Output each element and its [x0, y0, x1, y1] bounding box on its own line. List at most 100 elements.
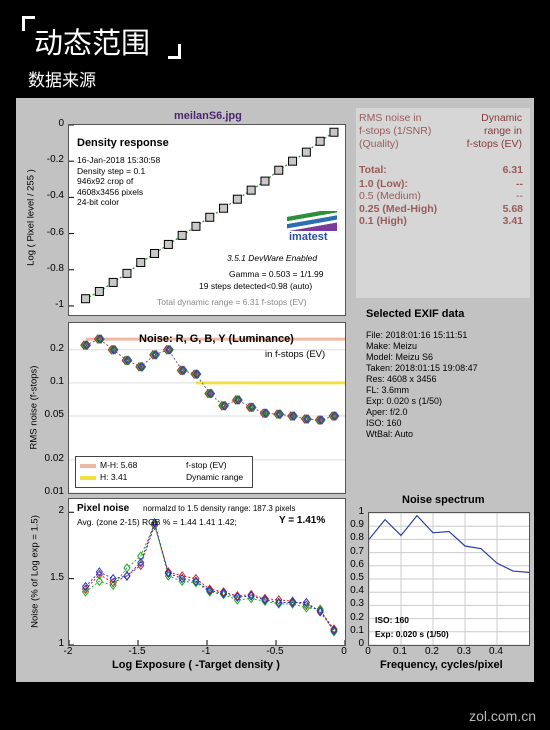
noise-point: [177, 365, 186, 376]
density-ytick-label: 0: [58, 118, 64, 129]
noise-point: [108, 344, 117, 355]
noise-point: [317, 415, 325, 425]
noise-point: [288, 411, 296, 421]
noise-point: [138, 361, 147, 372]
noise-point: [136, 361, 144, 372]
density-point: [274, 165, 284, 175]
spectrum-plot: ISO: 160 Exp: 0.020 s (1/50): [368, 512, 530, 646]
density-point: [163, 239, 173, 249]
noise-point: [260, 408, 268, 419]
noise-point: [246, 402, 255, 413]
pixel-point: [81, 587, 90, 597]
pixel-point: [109, 580, 117, 591]
pixel-point: [81, 581, 90, 592]
density-point: [301, 147, 311, 157]
rms-row-value: --: [516, 190, 523, 202]
noise-point: [221, 400, 229, 411]
noise-point: [83, 340, 91, 351]
density-ylabel: Log ( Pixel level / 255 ): [25, 169, 37, 266]
pixel-point: [261, 593, 269, 604]
density-point: [232, 194, 242, 204]
exif-row: WtBal: Auto: [366, 429, 414, 439]
pixel-point: [95, 567, 103, 577]
density-point: [108, 277, 118, 287]
rms-head-right-line: f-stops (EV): [466, 138, 522, 150]
noise-point: [220, 400, 228, 411]
noise-point: [206, 388, 214, 399]
rms-row-value: 3.41: [502, 215, 523, 227]
pixel-heading: Pixel noise: [77, 503, 130, 514]
rms-row-value: 5.68: [502, 203, 523, 215]
noise-point: [330, 411, 339, 421]
rms-row-value: 6.31: [502, 164, 523, 176]
spectrum-xtick-label: 0.3: [457, 646, 471, 657]
spectrum-xtick-label: 0.1: [393, 646, 407, 657]
pixel-point: [219, 587, 228, 597]
rms-row-label: 1.0 (Low):: [359, 178, 408, 190]
density-point: [260, 176, 270, 186]
spectrum-ytick-label: 1: [358, 506, 364, 517]
noise-point: [166, 344, 174, 355]
pixel-point: [261, 596, 269, 607]
pixel-point: [288, 596, 297, 607]
density-chart: [69, 125, 339, 307]
density-ytick-label: -1: [55, 298, 64, 310]
pixel-point: [275, 597, 283, 608]
noise-point: [165, 344, 173, 355]
noise-point: [261, 408, 270, 419]
pixel-point: [192, 576, 200, 587]
pixel-xtick-label: 0: [341, 646, 347, 657]
spectrum-chart: [369, 513, 529, 645]
noise-point: [97, 334, 105, 344]
pixel-point: [109, 577, 117, 588]
pixel-xtick-label: -1.5: [128, 646, 146, 657]
legend-note-1: f-stop (EV): [186, 460, 227, 470]
density-meta-line: 24-bit color: [77, 197, 120, 207]
noise-point: [235, 395, 243, 405]
noise-point: [179, 365, 187, 376]
exif-heading: Selected EXIF data: [366, 308, 465, 320]
noise-line: [85, 338, 335, 421]
pixel-point: [137, 557, 145, 568]
noise-point: [207, 388, 216, 399]
spectrum-ytick-label: 0.3: [350, 598, 364, 610]
steps-text: 19 steps detected<0.98 (auto): [199, 281, 313, 291]
noise-point: [205, 388, 213, 399]
noise-point: [249, 402, 257, 413]
pixel-series-line: [85, 521, 335, 631]
noise-point: [152, 349, 160, 360]
noise-ytick-label: 0.02: [44, 452, 64, 464]
rms-head-right-line: range in: [484, 125, 522, 137]
rms-row: 0.5 (Medium) --: [359, 190, 523, 202]
spectrum-ytick-label: 0.9: [350, 519, 364, 531]
pixel-point: [302, 597, 310, 608]
noise-point: [82, 340, 90, 351]
noise-point: [122, 355, 130, 366]
pixel-ytick-label: 1: [58, 638, 64, 649]
exif-row: Aper: f/2.0: [366, 407, 408, 417]
spectrum-exp: Exp: 0.020 s (1/50): [375, 629, 449, 639]
spectrum-ytick-label: 0.8: [350, 532, 364, 544]
density-ytick-label: -0.4: [46, 190, 64, 202]
rms-head-left-line: (Quality): [359, 138, 399, 150]
noise-point: [318, 415, 326, 425]
spectrum-heading: Noise spectrum: [402, 494, 485, 506]
rms-row-label: 0.5 (Medium): [359, 190, 421, 202]
noise-point: [304, 414, 312, 424]
noise-point: [111, 344, 119, 355]
density-meta-line: 16-Jan-2018 15:30:58: [77, 155, 161, 165]
exif-row: Model: Meizu S6: [366, 352, 434, 362]
rms-head-left: RMS noise in f-stops (1/SNR) (Quality): [359, 112, 431, 151]
noise-point: [276, 409, 285, 420]
legend-note-2: Dynamic range: [186, 472, 244, 482]
density-meta-line: 946x92 crop of: [77, 176, 134, 186]
noise-point: [81, 340, 89, 351]
title-bracket-top: [22, 16, 35, 31]
rms-head-right: Dynamic range in f-stops (EV): [467, 112, 522, 151]
exif-list: File: 2018:01:16 15:11:51 Make: Meizu Mo…: [366, 330, 478, 440]
watermark: zol.com.cn: [469, 708, 536, 724]
density-point: [150, 248, 160, 258]
noise-point: [248, 402, 256, 413]
rms-row-label: 0.1 (High): [359, 215, 407, 227]
density-ytick-label: -0.6: [46, 226, 64, 238]
